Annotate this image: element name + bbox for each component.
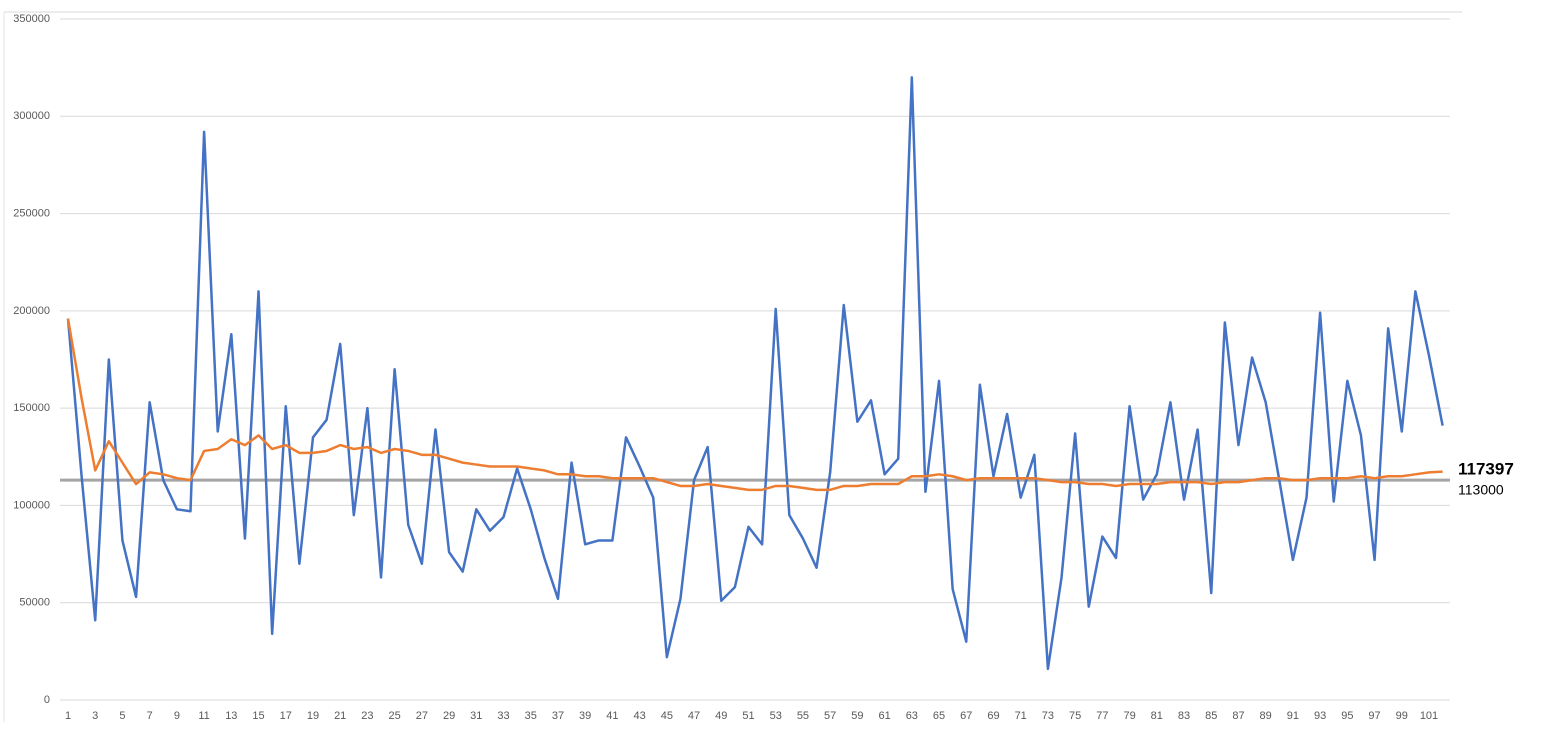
x-tick-label: 75 <box>1069 710 1081 722</box>
y-tick-label: 150000 <box>13 402 50 414</box>
x-tick-label: 49 <box>715 710 727 722</box>
y-tick-label: 350000 <box>13 13 50 25</box>
y-tick-label: 100000 <box>13 499 50 511</box>
x-tick-label: 45 <box>661 710 673 722</box>
x-tick-label: 1 <box>65 710 71 722</box>
x-tick-label: 81 <box>1151 710 1163 722</box>
x-tick-label: 33 <box>497 710 509 722</box>
x-tick-label: 53 <box>770 710 782 722</box>
end-value-label: 117397 <box>1458 459 1514 478</box>
x-tick-label: 11 <box>198 710 209 722</box>
x-tick-label: 19 <box>307 710 319 722</box>
y-tick-label: 0 <box>44 694 50 706</box>
x-tick-label: 59 <box>851 710 863 722</box>
x-tick-label: 9 <box>174 710 180 722</box>
x-tick-label: 15 <box>252 710 264 722</box>
y-tick-label: 50000 <box>19 597 50 609</box>
x-tick-label: 35 <box>525 710 537 722</box>
x-tick-label: 87 <box>1232 710 1244 722</box>
x-tick-label: 89 <box>1260 710 1272 722</box>
y-tick-label: 200000 <box>13 305 50 317</box>
x-tick-label: 3 <box>92 710 98 722</box>
x-tick-label: 69 <box>987 710 999 722</box>
reference-label: 113000 <box>1458 482 1504 498</box>
x-tick-label: 13 <box>225 710 237 722</box>
x-tick-label: 99 <box>1396 710 1408 722</box>
x-tick-label: 95 <box>1341 710 1353 722</box>
x-tick-label: 93 <box>1314 710 1326 722</box>
x-tick-label: 29 <box>443 710 455 722</box>
x-tick-label: 85 <box>1205 710 1217 722</box>
x-tick-label: 73 <box>1042 710 1054 722</box>
x-tick-label: 83 <box>1178 710 1190 722</box>
y-tick-label: 300000 <box>13 110 50 122</box>
x-tick-label: 7 <box>147 710 153 722</box>
x-tick-label: 101 <box>1420 710 1438 722</box>
x-tick-label: 21 <box>334 710 346 722</box>
x-tick-label: 43 <box>633 710 645 722</box>
x-tick-label: 27 <box>416 710 428 722</box>
x-tick-label: 67 <box>960 710 972 722</box>
x-tick-label: 25 <box>389 710 401 722</box>
x-tick-label: 65 <box>933 710 945 722</box>
x-tick-label: 97 <box>1368 710 1380 722</box>
x-tick-label: 71 <box>1015 710 1027 722</box>
x-tick-label: 91 <box>1287 710 1299 722</box>
x-tick-label: 31 <box>470 710 482 722</box>
x-tick-label: 77 <box>1096 710 1108 722</box>
y-tick-label: 250000 <box>13 207 50 219</box>
x-tick-label: 61 <box>878 710 890 722</box>
x-tick-label: 57 <box>824 710 836 722</box>
x-tick-label: 79 <box>1123 710 1135 722</box>
x-tick-label: 63 <box>906 710 918 722</box>
x-tick-label: 41 <box>606 710 618 722</box>
x-tick-label: 39 <box>579 710 591 722</box>
series-line <box>66 76 1444 671</box>
x-tick-label: 55 <box>797 710 809 722</box>
x-tick-label: 47 <box>688 710 700 722</box>
x-tick-label: 23 <box>361 710 373 722</box>
series-line <box>66 318 1443 492</box>
x-tick-label: 37 <box>552 710 564 722</box>
x-tick-label: 17 <box>280 710 292 722</box>
x-tick-label: 51 <box>742 710 754 722</box>
x-tick-label: 5 <box>119 710 125 722</box>
